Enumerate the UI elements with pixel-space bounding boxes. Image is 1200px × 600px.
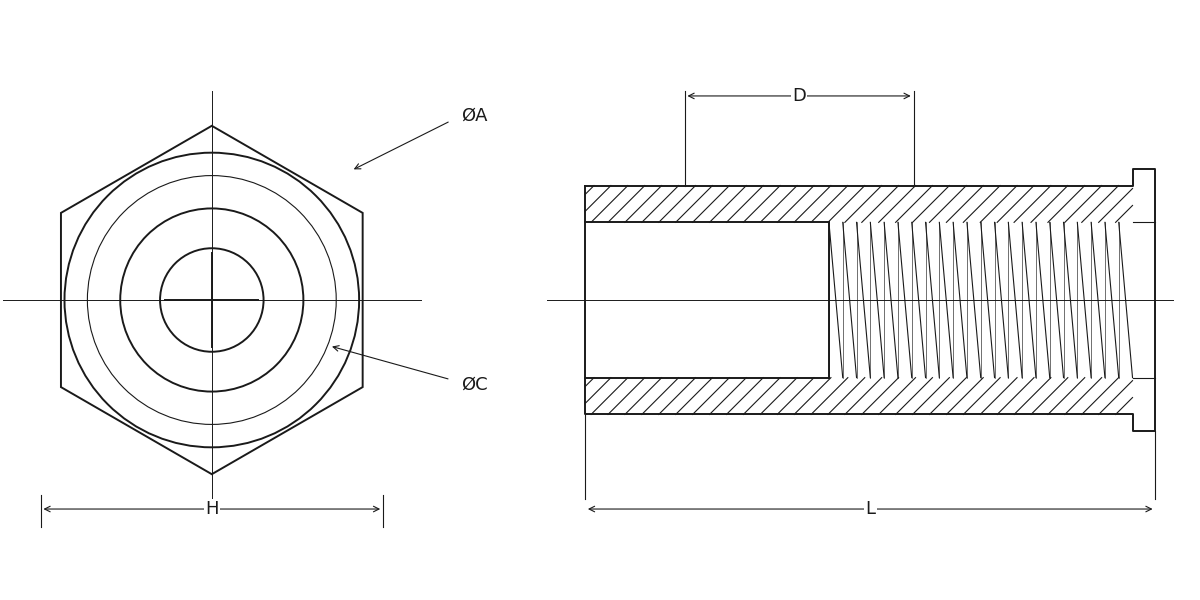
Text: H: H — [205, 500, 218, 518]
Text: ØA: ØA — [461, 107, 487, 125]
Text: D: D — [792, 87, 806, 105]
Text: L: L — [865, 500, 875, 518]
Text: ØC: ØC — [461, 376, 487, 394]
